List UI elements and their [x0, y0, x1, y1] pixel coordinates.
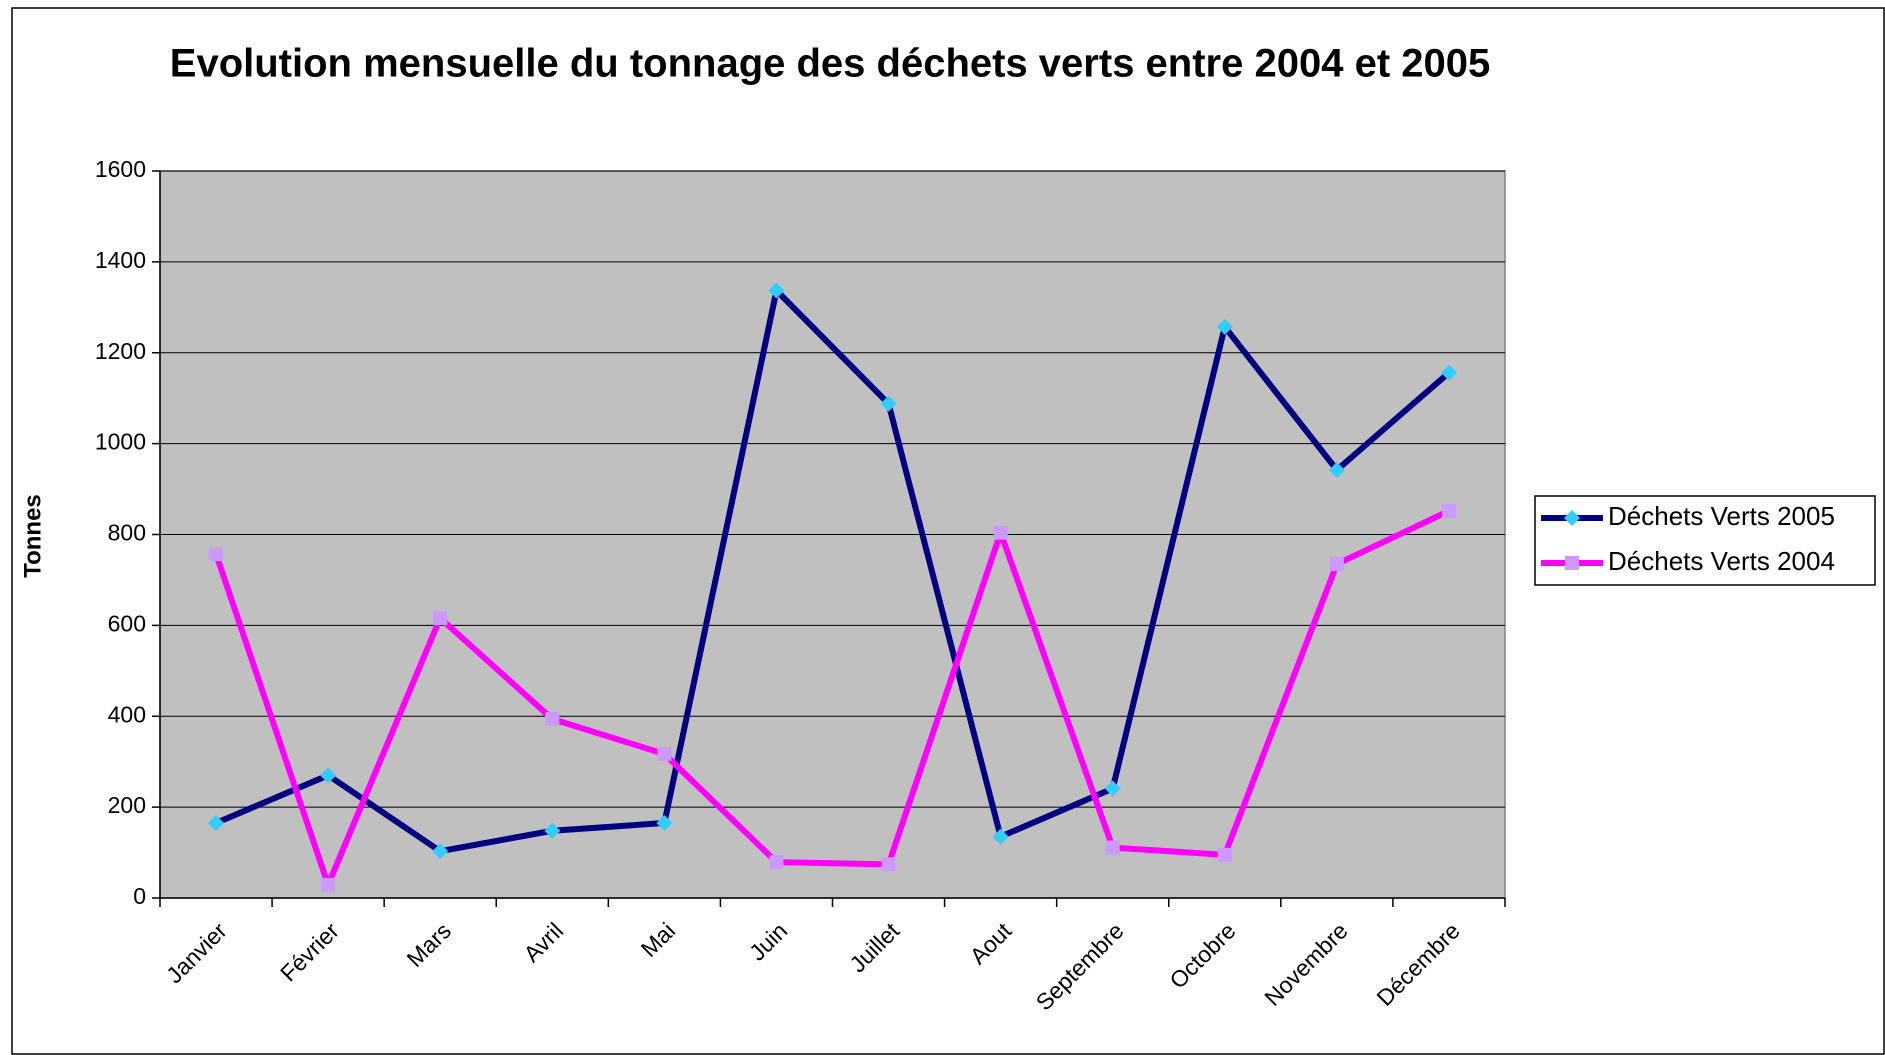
- marker: [433, 611, 448, 626]
- marker: [1329, 557, 1344, 572]
- marker: [992, 828, 1009, 845]
- y-tick-label: 1600: [95, 156, 146, 182]
- legend-label: Déchets Verts 2005: [1608, 501, 1835, 531]
- y-tick-label: 1400: [95, 247, 146, 273]
- marker: [881, 857, 896, 872]
- y-tick-label: 1200: [95, 338, 146, 364]
- y-axis-label: Tonnes: [19, 494, 46, 578]
- legend-marker: [1565, 556, 1579, 570]
- series-line: [214, 287, 1451, 855]
- chart-title: Evolution mensuelle du tonnage des déche…: [170, 42, 1490, 86]
- y-tick-label: 800: [108, 520, 146, 546]
- marker: [1105, 840, 1120, 855]
- y-tick-label: 600: [108, 610, 146, 636]
- marker: [1217, 847, 1232, 862]
- y-tick-label: 0: [133, 883, 146, 909]
- marker: [657, 746, 672, 761]
- marker: [656, 815, 673, 832]
- marker: [1440, 364, 1457, 381]
- marker: [993, 525, 1008, 540]
- y-tick-label: 1000: [95, 429, 146, 455]
- legend-marker: [1564, 510, 1580, 526]
- marker: [1328, 461, 1345, 478]
- marker: [1216, 318, 1233, 335]
- y-tick-label: 200: [108, 792, 146, 818]
- marker: [545, 711, 560, 726]
- marker: [208, 815, 225, 832]
- marker: [768, 282, 785, 299]
- marker: [1441, 503, 1456, 518]
- marker: [432, 843, 449, 860]
- marker: [321, 877, 336, 892]
- marker: [320, 767, 337, 784]
- legend-label: Déchets Verts 2004: [1608, 546, 1835, 576]
- marker: [209, 547, 224, 562]
- marker: [1104, 780, 1121, 797]
- marker: [880, 395, 897, 412]
- marker: [769, 855, 784, 870]
- y-tick-label: 400: [108, 701, 146, 727]
- marker: [544, 822, 561, 839]
- series-line: [213, 508, 1451, 888]
- legend-box: [1534, 495, 1876, 586]
